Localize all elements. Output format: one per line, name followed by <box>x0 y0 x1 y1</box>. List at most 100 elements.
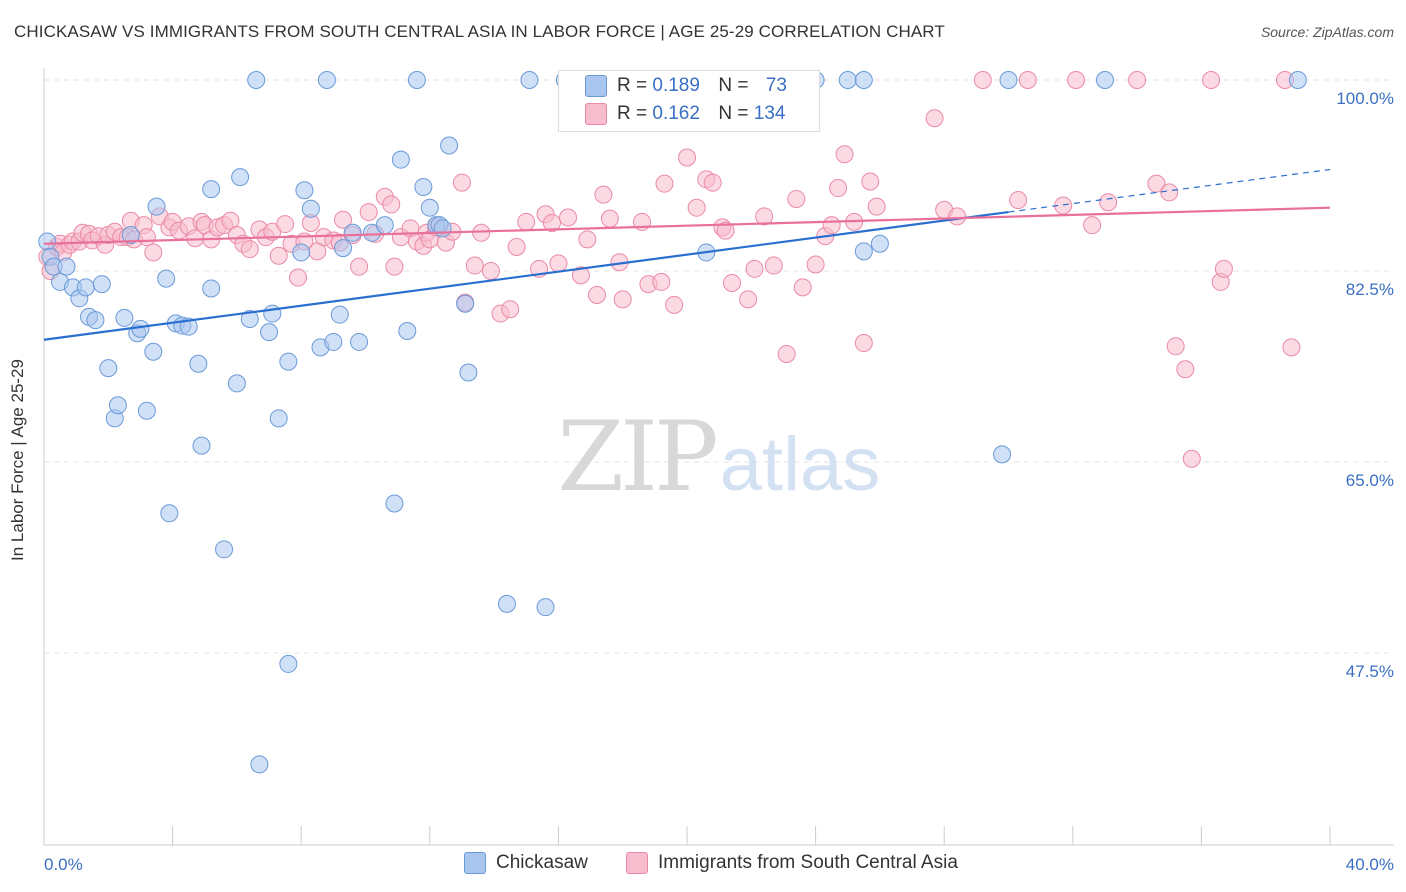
source-label: Source: ZipAtlas.com <box>1260 24 1394 40</box>
legend-n-label: N = <box>718 75 749 96</box>
immigrants-point <box>822 216 841 235</box>
immigrants-point <box>678 148 696 167</box>
chickasaw-point <box>350 332 369 351</box>
watermark: ZIP atlas <box>557 401 880 513</box>
legend-swatch-pink <box>585 103 607 125</box>
y-tick-label: 47.5% <box>1346 662 1394 681</box>
y-tick-label: 65.0% <box>1346 471 1394 490</box>
chickasaw-point <box>999 71 1018 89</box>
chickasaw-point <box>92 275 111 294</box>
chickasaw-point <box>260 323 279 342</box>
chickasaw-point <box>279 654 298 673</box>
chickasaw-point <box>838 71 857 89</box>
immigrants-point <box>764 256 783 275</box>
chickasaw-point <box>854 242 873 261</box>
immigrants-point <box>1018 71 1037 89</box>
stats-legend: R = 0.189 N = 73 R = 0.162 N = 134 <box>558 70 820 132</box>
immigrants-point <box>382 195 401 214</box>
immigrants-point <box>613 290 632 309</box>
immigrants-point <box>269 246 288 265</box>
immigrants-point <box>723 274 742 293</box>
immigrants-point <box>655 174 674 193</box>
immigrants-point <box>665 295 684 314</box>
immigrants-point <box>542 213 561 232</box>
immigrants-point <box>948 207 967 226</box>
chickasaw-point <box>240 310 259 329</box>
immigrants-point <box>1282 338 1301 357</box>
chickasaw-point <box>247 71 266 89</box>
immigrants-point <box>517 212 536 231</box>
chickasaw-point <box>398 322 417 341</box>
immigrants-point <box>1009 191 1028 210</box>
immigrants-point <box>652 272 671 291</box>
chickasaw-point <box>1288 71 1307 89</box>
chickasaw-point <box>440 136 459 155</box>
immigrants-point <box>481 262 500 280</box>
chickasaw-point <box>292 243 311 262</box>
immigrants-point <box>144 243 163 262</box>
legend-n-value: 73 <box>765 75 787 96</box>
chickasaw-point <box>330 305 349 324</box>
immigrants-point <box>835 145 854 164</box>
data-points <box>38 71 1307 774</box>
chickasaw-point <box>497 594 516 613</box>
chickasaw-point <box>137 401 156 420</box>
legend-n-label: N = <box>718 103 749 124</box>
tick-labels: 47.5% 65.0% 82.5% 100.0% 0.0% 40.0% <box>44 89 1394 874</box>
immigrants-point <box>739 290 758 309</box>
chart-title: CHICKASAW VS IMMIGRANTS FROM SOUTH CENTR… <box>14 22 945 41</box>
chickasaw-point <box>115 308 134 327</box>
legend-swatch-pink <box>626 852 648 874</box>
legend-n-value: 134 <box>753 103 786 124</box>
chickasaw-point <box>870 234 889 253</box>
immigrants-point <box>861 172 880 191</box>
legend-r-value: 0.189 <box>652 75 700 96</box>
chickasaw-point <box>407 71 426 89</box>
chickasaw-point <box>215 540 234 559</box>
chickasaw-point <box>76 278 95 297</box>
immigrants-point <box>973 71 992 89</box>
chickasaw-point <box>121 225 140 244</box>
immigrants-point <box>276 215 295 234</box>
immigrants-point <box>1147 174 1166 193</box>
immigrants-point <box>1067 71 1086 89</box>
trend-lines <box>43 168 1331 341</box>
immigrants-point <box>333 210 352 229</box>
immigrants-point <box>385 257 404 276</box>
chickasaw-point <box>295 181 314 200</box>
chickasaw-point <box>250 755 269 774</box>
immigrants-point <box>1160 183 1179 202</box>
chickasaw-point <box>459 363 478 382</box>
immigrants-point <box>1202 71 1221 89</box>
immigrants-point <box>867 197 886 216</box>
immigrants-point <box>549 254 568 273</box>
immigrants-point <box>359 203 378 222</box>
chickasaw-point <box>86 311 105 330</box>
immigrants-point <box>854 334 873 353</box>
chickasaw-point <box>269 409 288 428</box>
chickasaw-point <box>391 150 410 169</box>
chickasaw-point <box>263 304 282 323</box>
legend-row-immigrants: R = 0.162 N = 134 <box>585 103 785 125</box>
chickasaw-point <box>456 294 475 313</box>
immigrants-point <box>777 344 796 363</box>
immigrants-point <box>793 278 812 297</box>
grid-lines <box>44 79 1394 654</box>
legend-swatch-blue <box>464 852 486 874</box>
immigrants-point <box>1214 259 1233 278</box>
chickasaw-point <box>414 177 433 196</box>
chickasaw-point <box>343 223 362 242</box>
chickasaw-point <box>189 354 208 373</box>
legend-swatch-blue <box>585 75 607 97</box>
chickasaw-point <box>854 71 873 89</box>
chickasaw-point <box>108 396 127 415</box>
immigrants-point <box>501 300 520 319</box>
immigrants-point <box>571 266 590 285</box>
legend-row-chickasaw: R = 0.189 N = 73 <box>585 75 787 97</box>
immigrants-point <box>1083 216 1102 235</box>
chickasaw-point <box>192 436 211 455</box>
y-axis-label: In Labor Force | Age 25-29 <box>8 359 27 561</box>
chickasaw-point <box>1095 71 1114 89</box>
chickasaw-point <box>375 216 394 235</box>
